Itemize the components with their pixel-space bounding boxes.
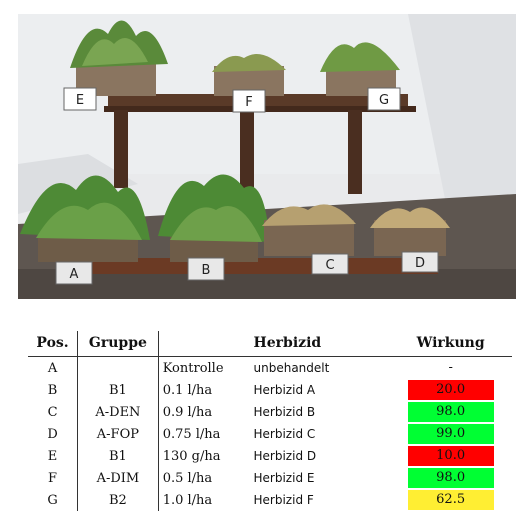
pot-d [370, 207, 450, 256]
pot-a [20, 175, 150, 262]
cell-effect: 99.0 [389, 423, 512, 445]
header-pos: Pos. [28, 331, 79, 357]
cell-pos: A [28, 356, 79, 379]
label-g: G [379, 93, 389, 108]
plant-trial-photo: E F G A B C D [18, 14, 516, 299]
cell-dose: 130 g/ha [162, 448, 221, 464]
cell-herbicide: Herbizid B [253, 405, 316, 419]
label-d: D [415, 256, 425, 271]
cell-herbicide: Herbizid E [253, 471, 315, 485]
cell-herbicide: Herbizid C [253, 427, 316, 441]
label-f: F [245, 95, 252, 110]
table-row: F A-DIM 0.5 l/ha Herbizid E 98.0 [28, 467, 512, 489]
effect-value: 10.0 [407, 446, 494, 466]
table-row: B B1 0.1 l/ha Herbizid A 20.0 [28, 379, 512, 401]
cell-effect: 62.5 [389, 489, 512, 511]
label-c: C [325, 258, 334, 273]
label-e: E [76, 93, 84, 108]
header-dose [158, 331, 249, 357]
results-table: Pos. Gruppe Herbizid Wirkung A Kontrolle… [28, 331, 512, 511]
label-b: B [202, 263, 211, 278]
cell-effect: 20.0 [389, 379, 512, 401]
effect-value: 99.0 [407, 424, 494, 444]
cell-group: B1 [77, 379, 159, 401]
cell-herbicide: unbehandelt [253, 361, 330, 375]
effect-value: 98.0 [407, 468, 494, 488]
effect-value: 98.0 [407, 402, 494, 422]
cell-dose: 0.1 l/ha [162, 382, 213, 398]
pot-c [262, 204, 356, 256]
cell-effect: 98.0 [389, 467, 512, 489]
cell-dose: Kontrolle [162, 360, 224, 376]
pot-e [70, 20, 168, 96]
table-row: E B1 130 g/ha Herbizid D 10.0 [28, 445, 512, 467]
cell-group: B1 [77, 445, 159, 467]
effect-value: 62.5 [407, 490, 494, 510]
header-herbicide: Herbizid [253, 335, 322, 351]
cell-dose: 0.9 l/ha [162, 404, 213, 420]
cell-herbicide: Herbizid A [253, 383, 316, 397]
table-row: G B2 1.0 l/ha Herbizid F 62.5 [28, 489, 512, 511]
cell-group: B2 [77, 489, 159, 511]
cell-pos: D [28, 423, 79, 445]
cell-dose: 0.75 l/ha [162, 426, 221, 442]
header-group: Gruppe [77, 331, 159, 357]
cell-group: A-FOP [77, 423, 159, 445]
cell-effect: 98.0 [389, 401, 512, 423]
cell-group: A-DIM [77, 467, 159, 489]
cell-dose: 0.5 l/ha [162, 470, 213, 486]
cell-pos: B [28, 379, 79, 401]
table-row: C A-DEN 0.9 l/ha Herbizid B 98.0 [28, 401, 512, 423]
header-effect: Wirkung [416, 335, 485, 351]
cell-pos: C [28, 401, 79, 423]
table-row: A Kontrolle unbehandelt - [28, 356, 512, 380]
pot-b [158, 174, 270, 262]
cell-dose: 1.0 l/ha [162, 492, 213, 508]
cell-effect: 10.0 [389, 445, 512, 467]
cell-pos: F [28, 467, 79, 489]
cell-group [77, 356, 159, 379]
cell-herbicide: Herbizid D [253, 449, 317, 463]
effect-value: - [448, 360, 453, 375]
cell-pos: G [28, 489, 79, 511]
cell-effect: - [389, 357, 512, 380]
label-a: A [70, 267, 79, 282]
table-row: D A-FOP 0.75 l/ha Herbizid C 99.0 [28, 423, 512, 445]
effect-value: 20.0 [407, 380, 494, 400]
cell-group: A-DEN [77, 401, 159, 423]
table-header-row: Pos. Gruppe Herbizid Wirkung [28, 331, 512, 357]
cell-pos: E [28, 445, 79, 467]
cell-herbicide: Herbizid F [253, 493, 314, 507]
pot-f [212, 54, 286, 96]
